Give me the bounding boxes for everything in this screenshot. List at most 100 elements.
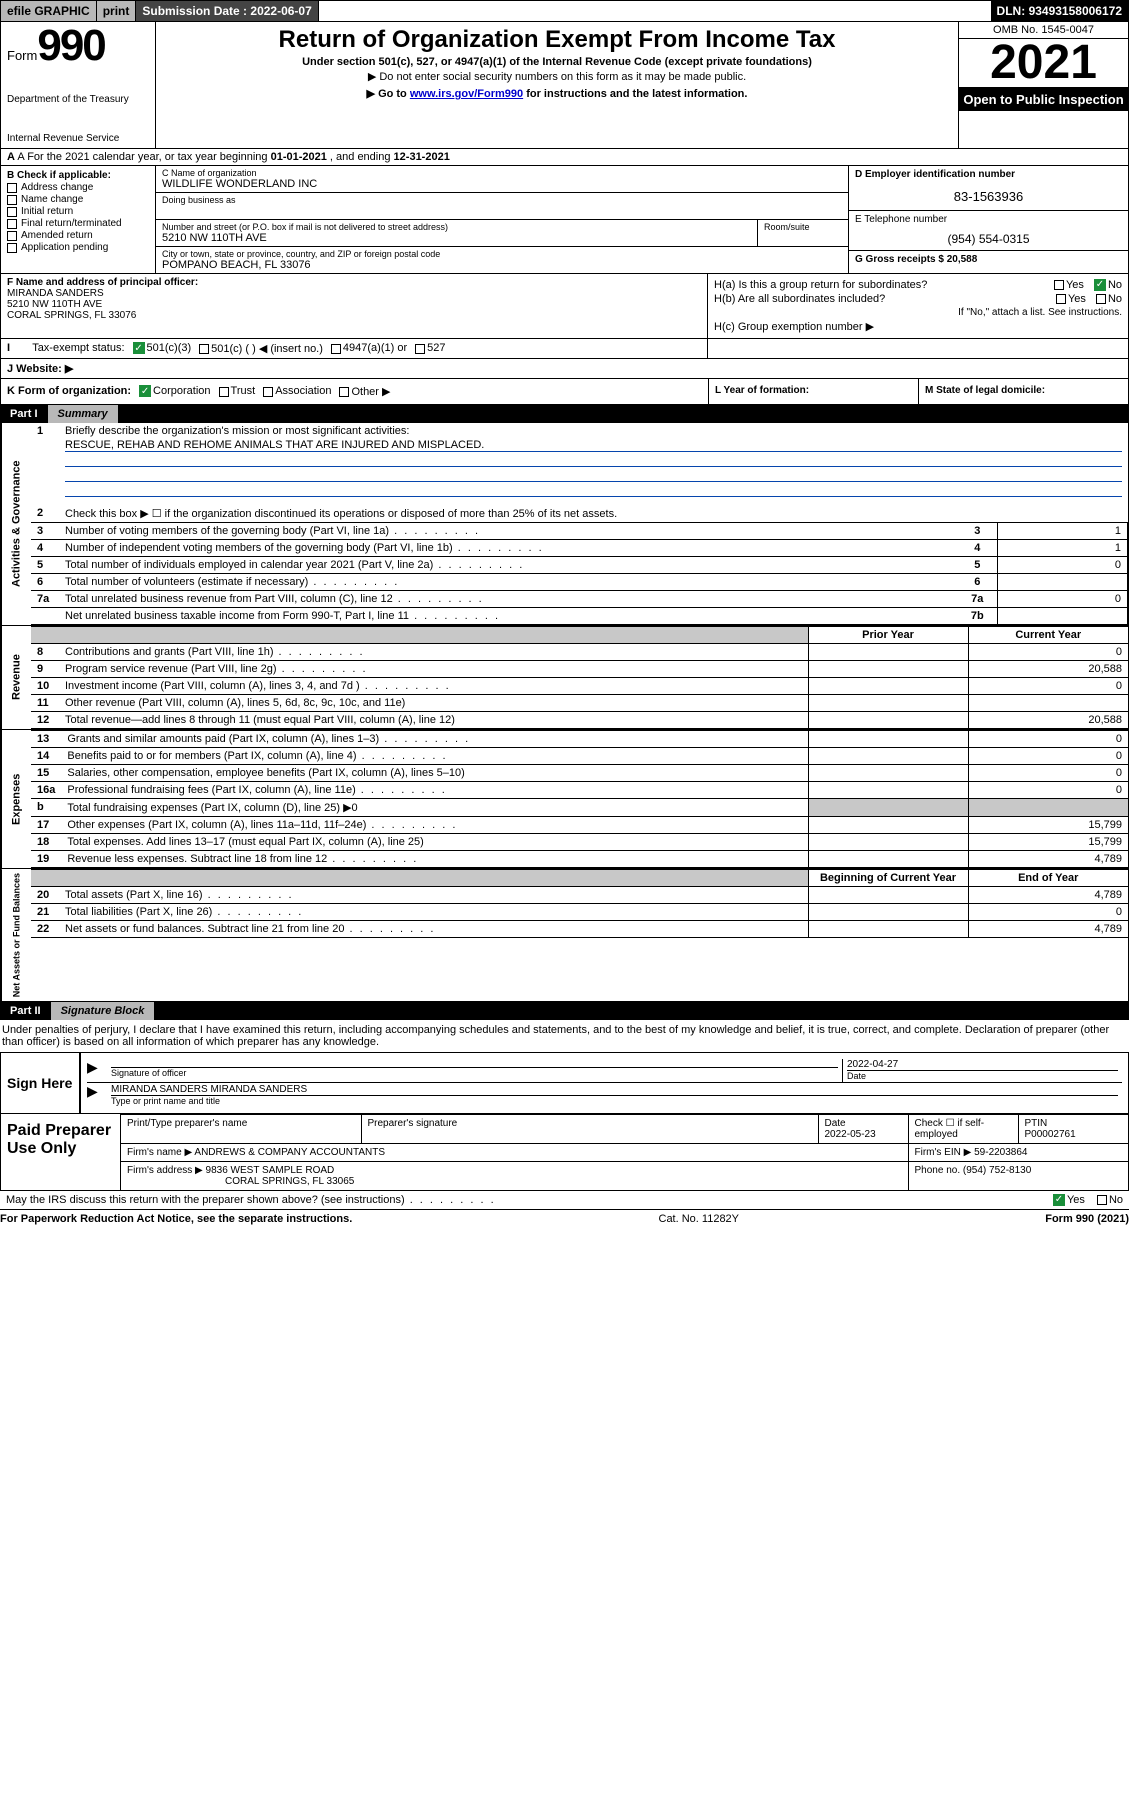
org-address: 5210 NW 110TH AVE — [162, 232, 751, 244]
form-title-block: Return of Organization Exempt From Incom… — [156, 22, 958, 148]
sig-officer-label: Signature of officer — [111, 1067, 838, 1078]
gross-receipts: G Gross receipts $ 20,588 — [849, 250, 1128, 268]
checkbox-icon[interactable] — [339, 387, 349, 397]
expenses-section: Expenses 13Grants and similar amounts pa… — [0, 730, 1129, 869]
checkbox-icon[interactable] — [263, 387, 273, 397]
checkbox-icon[interactable] — [219, 387, 229, 397]
line-val: 1 — [998, 522, 1128, 539]
form-ref: Form 990 (2021) — [1045, 1213, 1129, 1225]
note2-post: for instructions and the latest informat… — [523, 88, 747, 100]
sig-date: 2022-04-27 — [847, 1059, 1118, 1070]
paperwork-footer: For Paperwork Reduction Act Notice, see … — [0, 1210, 1129, 1228]
line-num: b — [31, 798, 61, 816]
officer-addr1: 5210 NW 110TH AVE — [7, 299, 701, 310]
form-title: Return of Organization Exempt From Incom… — [164, 26, 950, 54]
no-label: No — [1108, 293, 1122, 305]
checked-icon[interactable]: ✓ — [133, 342, 145, 354]
part2-title: Signature Block — [51, 1002, 155, 1020]
chk-name: Name change — [21, 194, 83, 205]
line-curr: 0 — [968, 730, 1128, 747]
checkbox-icon[interactable] — [7, 207, 17, 217]
mission-line — [65, 484, 1122, 497]
firm-addr1: 9836 WEST SAMPLE ROAD — [206, 1165, 335, 1176]
line-num: 8 — [31, 643, 59, 660]
form-word: Form — [7, 48, 37, 63]
yes-label: Yes — [1068, 293, 1086, 305]
arrow-icon: ▶ — [87, 1059, 107, 1082]
line-prior — [808, 816, 968, 833]
checkbox-icon[interactable] — [1097, 1195, 1107, 1205]
paid-preparer-label: Paid Preparer Use Only — [1, 1114, 121, 1190]
hc-text: H(c) Group exemption number ▶ — [714, 320, 874, 333]
sig-name: MIRANDA SANDERS MIRANDA SANDERS — [111, 1084, 1118, 1095]
line-prior — [808, 886, 968, 903]
tel-value: (954) 554-0315 — [849, 228, 1128, 250]
checkbox-icon[interactable] — [331, 344, 341, 354]
checkbox-icon[interactable] — [1056, 294, 1066, 304]
dln-value: 93493158006172 — [1029, 4, 1122, 18]
line-num: 11 — [31, 694, 59, 711]
org-name-label: C Name of organization — [162, 168, 842, 178]
checkbox-icon[interactable] — [1054, 280, 1064, 290]
opt-527: 527 — [427, 342, 445, 354]
opt-501c3: 501(c)(3) — [147, 342, 192, 354]
irs-link[interactable]: www.irs.gov/Form990 — [410, 88, 523, 100]
line-curr: 0 — [968, 764, 1128, 781]
dba-label: Doing business as — [162, 195, 842, 205]
part1-num: Part I — [0, 405, 48, 423]
firm-name-lbl: Firm's name ▶ — [127, 1147, 192, 1158]
checked-icon[interactable]: ✓ — [1053, 1194, 1065, 1206]
prep-sig-hdr: Preparer's signature — [361, 1114, 818, 1143]
line-desc: Total liabilities (Part X, line 26) — [59, 903, 808, 920]
form-org-label: K Form of organization: — [7, 385, 131, 397]
print-button[interactable]: print — [97, 1, 137, 21]
prep-self-emp: Check ☐ if self-employed — [908, 1114, 1018, 1143]
line-val: 0 — [998, 556, 1128, 573]
checkbox-icon[interactable] — [415, 344, 425, 354]
line-curr: 0 — [968, 781, 1128, 798]
firm-phone: (954) 752-8130 — [963, 1165, 1031, 1176]
checked-icon[interactable]: ✓ — [139, 385, 151, 397]
line-box: 3 — [958, 522, 998, 539]
line-curr: 15,799 — [968, 833, 1128, 850]
line-val: 1 — [998, 539, 1128, 556]
part1-header: Part I Summary — [0, 405, 1129, 423]
checkbox-icon[interactable] — [199, 344, 209, 354]
top-bar: efile GRAPHIC print Submission Date : 20… — [0, 0, 1129, 22]
checkbox-icon[interactable] — [7, 195, 17, 205]
tab-net-assets: Net Assets or Fund Balances — [1, 869, 31, 1001]
line-desc: Net unrelated business taxable income fr… — [59, 607, 958, 624]
firm-name: ANDREWS & COMPANY ACCOUNTANTS — [194, 1147, 385, 1158]
checkbox-icon[interactable] — [7, 183, 17, 193]
line-num: 10 — [31, 677, 59, 694]
line-num: 17 — [31, 816, 61, 833]
line-prior — [808, 781, 968, 798]
revenue-table: Prior YearCurrent Year 8Contributions an… — [31, 626, 1128, 729]
firm-phone-lbl: Phone no. — [915, 1165, 961, 1176]
line-desc: Total revenue—add lines 8 through 11 (mu… — [59, 711, 808, 728]
checkbox-icon[interactable] — [7, 243, 17, 253]
row-j: J Website: ▶ — [0, 359, 1129, 379]
mission-line — [65, 454, 1122, 467]
state-domicile-label: M State of legal domicile: — [925, 385, 1045, 396]
year-end: 12-31-2021 — [394, 151, 450, 163]
addr-label: Number and street (or P.O. box if mail i… — [162, 222, 751, 232]
mission-text: RESCUE, REHAB AND REHOME ANIMALS THAT AR… — [65, 439, 1122, 452]
checkbox-icon[interactable] — [1096, 294, 1106, 304]
line-curr — [968, 694, 1128, 711]
checkbox-icon[interactable] — [7, 231, 17, 241]
org-name: WILDLIFE WONDERLAND INC — [162, 178, 842, 190]
checked-icon[interactable]: ✓ — [1094, 279, 1106, 291]
line-num: 4 — [31, 539, 59, 556]
line-desc: Salaries, other compensation, employee b… — [61, 764, 808, 781]
city-label: City or town, state or province, country… — [162, 249, 842, 259]
line-num: 6 — [31, 573, 59, 590]
governance-table: 3Number of voting members of the governi… — [31, 522, 1128, 625]
suite-label: Room/suite — [764, 222, 842, 232]
opt-trust: Trust — [231, 385, 256, 397]
note2-pre: ▶ Go to — [367, 88, 410, 100]
line-prior — [808, 677, 968, 694]
checkbox-icon[interactable] — [7, 219, 17, 229]
prep-date-lbl: Date — [825, 1118, 846, 1129]
officer-label: F Name and address of principal officer: — [7, 277, 198, 288]
